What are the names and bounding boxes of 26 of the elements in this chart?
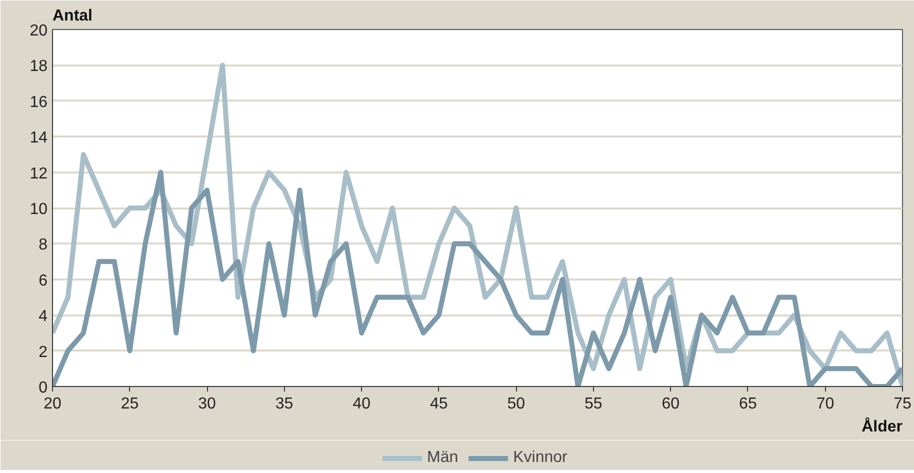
x-tick-label: 65 (739, 396, 757, 412)
y-tick-label: 10 (30, 201, 48, 218)
x-tick-label: 30 (198, 396, 216, 412)
legend-label: Män (427, 449, 458, 467)
x-tick-label: 55 (584, 396, 602, 412)
x-tick-label: 75 (894, 396, 912, 412)
y-tick-label: 8 (38, 236, 48, 254)
y-tick-label: 16 (30, 94, 48, 111)
y-tick-label: 0 (38, 380, 48, 396)
x-tick-label: 70 (816, 396, 834, 412)
y-tick-label: 12 (30, 165, 48, 182)
x-tick-label: 25 (120, 396, 139, 412)
y-axis-title: Antal (52, 8, 92, 24)
legend-label: Kvinnor (513, 449, 568, 467)
x-axis-title: Ålder (862, 416, 903, 436)
x-tick-label: 50 (507, 396, 526, 412)
y-tick-label: 4 (38, 308, 48, 326)
y-tick-label: 2 (38, 344, 48, 361)
x-tick-label: 60 (662, 396, 680, 412)
y-tick-label: 14 (30, 130, 48, 147)
y-tick-label: 20 (30, 22, 48, 40)
y-tick-label: 18 (30, 58, 48, 76)
x-tick-label: 35 (275, 396, 294, 412)
x-tick-label: 40 (352, 396, 371, 412)
x-tick-label: 45 (430, 396, 448, 412)
y-tick-label: 6 (38, 272, 48, 290)
